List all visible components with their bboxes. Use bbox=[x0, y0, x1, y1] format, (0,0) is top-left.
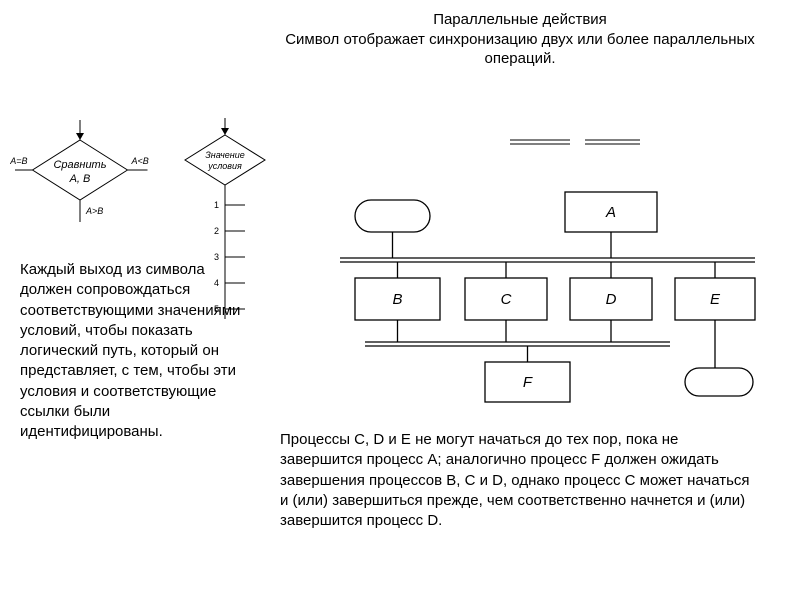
header-subtitle: Символ отображает синхронизацию двух или… bbox=[270, 30, 770, 69]
svg-text:1: 1 bbox=[214, 200, 219, 210]
svg-text:C: C bbox=[501, 291, 512, 308]
svg-text:A<B: A<B bbox=[131, 156, 149, 166]
header-title: Параллельные действия bbox=[270, 10, 770, 30]
svg-text:условия: условия bbox=[207, 161, 242, 171]
svg-text:E: E bbox=[710, 291, 721, 308]
svg-text:Сравнить: Сравнить bbox=[53, 159, 106, 171]
svg-text:D: D bbox=[606, 291, 617, 308]
svg-text:A: A bbox=[605, 204, 616, 221]
svg-text:2: 2 bbox=[214, 226, 219, 236]
bottom-paragraph: Процессы C, D и E не могут начаться до т… bbox=[280, 430, 750, 531]
parallel-diagram: A B C D E F bbox=[310, 130, 770, 430]
svg-text:A, B: A, B bbox=[69, 173, 91, 185]
svg-text:A>B: A>B bbox=[85, 206, 103, 216]
svg-text:Значение: Значение bbox=[205, 150, 245, 160]
svg-text:A=B: A=B bbox=[10, 156, 28, 166]
left-paragraph: Каждый выход из символа должен сопровожд… bbox=[20, 260, 250, 442]
svg-text:B: B bbox=[392, 291, 402, 308]
svg-text:F: F bbox=[523, 374, 533, 391]
